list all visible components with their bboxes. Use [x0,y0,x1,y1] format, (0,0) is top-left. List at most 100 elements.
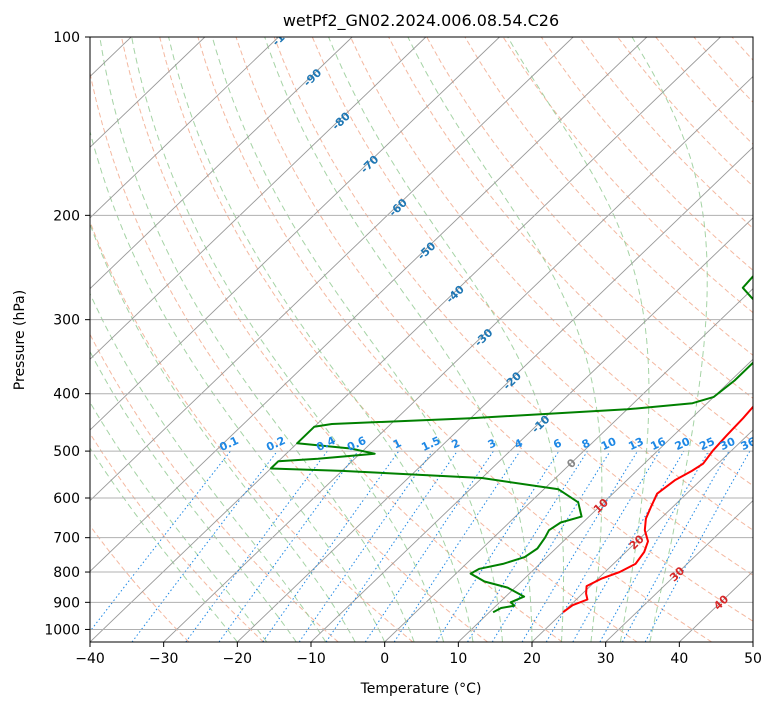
mixing-ratio-line [467,450,588,642]
y-axis: 100 200 300 400 500 600 700 800 900 1000 [44,30,90,638]
moist-adiabat [90,292,327,642]
dry-adiabat [235,37,753,622]
dry-adiabat [693,37,753,103]
mixing-ratio-line [521,450,638,642]
x-tick-label: 10 [449,651,467,667]
dry-adiabat [502,37,753,314]
isotherm-label: 30 [667,564,687,584]
mixing-ratio-label: 10 [599,435,619,453]
x-tick-label: −30 [149,651,179,667]
mixing-ratio-line [621,450,730,642]
background-lines [90,37,753,642]
isotherm [310,217,753,642]
isotherm [531,429,753,642]
mixing-ratio-line [644,450,751,642]
mixing-ratio-label: 13 [626,435,645,453]
x-tick-label: 0 [380,651,389,667]
dry-adiabat [90,524,190,642]
mixing-ratio-line [435,450,560,642]
mixing-ratio-line [218,450,359,642]
isotherm-label: -20 [501,369,525,392]
isotherm [90,37,427,360]
moist-adiabat [407,37,603,642]
moist-adiabat [99,37,415,642]
dry-adiabat [311,37,753,531]
x-tick-label: 30 [597,651,615,667]
y-tick-label: 400 [53,387,80,403]
isotherm [679,570,753,642]
dry-adiabat [159,37,638,642]
mixing-ratio-line [298,450,433,642]
moist-adiabat [131,37,445,642]
moist-adiabat [168,37,474,642]
isotherm [237,146,753,642]
y-axis-title: Pressure (hPa) [12,290,28,390]
isotherm [163,75,753,642]
y-tick-label: 700 [53,531,80,547]
grid-lines [90,37,753,630]
mixing-ratio-line [325,450,458,642]
isotherm-label: -50 [415,239,439,262]
moist-adiabat [90,401,268,642]
temperature-line [562,405,753,614]
plot-frame [89,36,754,643]
isotherm [90,37,574,502]
isotherm-label: -10 [529,412,553,435]
x-tick-label: 20 [523,651,541,667]
dry-adiabat [464,37,753,356]
isotherm [90,37,353,290]
moist-adiabat [90,350,297,642]
isotherm [90,37,648,572]
x-axis-title: Temperature (°C) [360,681,482,697]
moist-adiabat [264,37,533,642]
chart-title: wetPf2_GN02.2024.006.08.54.C26 [283,11,559,31]
mixing-ratio-label: 30 [718,435,738,453]
profile-series [269,274,753,614]
y-tick-label: 200 [53,208,80,224]
mixing-ratio-label: 20 [673,435,693,453]
isotherm [605,500,753,642]
dewpoint-line [269,274,753,614]
mixing-ratio-line [90,450,231,633]
isotherm-label: 0 [564,456,579,471]
moist-adiabat [90,222,356,642]
isotherm-label: -30 [472,326,496,349]
isotherm [90,37,500,431]
dry-adiabat [121,37,563,642]
isotherm [90,37,279,219]
isotherm [90,37,206,148]
y-tick-label: 900 [53,595,80,611]
y-tick-label: 500 [53,444,80,460]
isotherm-label: -40 [444,283,468,306]
mixing-ratio-label: 2 [450,436,462,451]
moist-adiabat [90,447,238,642]
dry-adiabat [90,333,339,642]
isotherm-label: -90 [301,66,325,89]
mixing-ratio-line [491,450,611,642]
y-tick-label: 600 [53,491,80,507]
x-tick-label: −40 [75,651,105,667]
x-tick-label: −20 [223,651,253,667]
dry-adiabat [578,37,753,229]
dry-adiabat [273,37,753,576]
dry-adiabat [90,220,414,642]
y-tick-label: 300 [53,313,80,329]
isotherm [458,358,753,642]
dry-adiabat [655,37,753,145]
mixing-ratio-line [185,450,328,642]
dry-adiabat [197,37,712,642]
x-axis: −40 −30 −20 −10 0 10 20 30 40 50 [75,642,762,667]
isotherm-label: -80 [330,109,354,132]
isotherm [384,287,753,642]
dry-adiabat [388,37,753,443]
y-tick-label: 1000 [44,622,80,638]
moist-adiabat [507,37,650,642]
moist-adiabat [211,37,503,642]
dry-adiabat [90,432,264,642]
moist-adiabat [631,37,708,642]
isotherm [90,37,721,642]
mixing-ratio-line [572,450,685,642]
mixing-ratio-label: 36 [739,435,759,453]
y-tick-label: 100 [53,30,80,46]
dry-adiabat [617,37,753,187]
